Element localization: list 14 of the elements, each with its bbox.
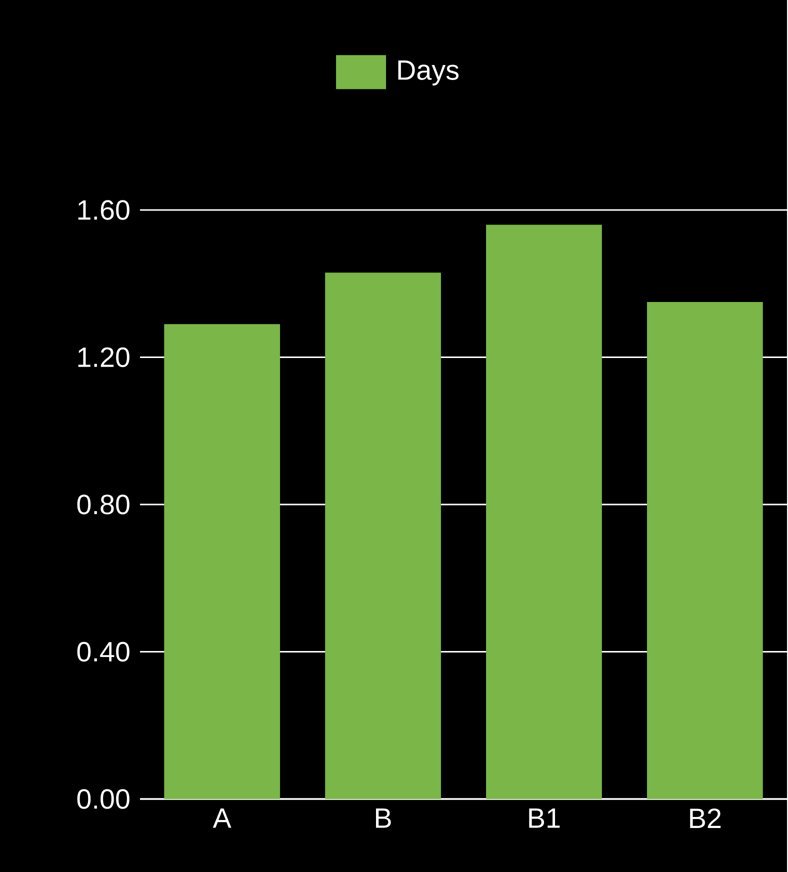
y-tick-label: 0.80: [77, 494, 130, 514]
y-tick-label: 1.20: [78, 347, 130, 368]
y-tick-label: 0.00: [77, 789, 130, 809]
x-tick-label: B: [376, 808, 391, 828]
y-tick-label: 0.40: [77, 642, 130, 662]
bar: [164, 324, 280, 799]
bar: [486, 224, 602, 799]
legend-label: Days: [398, 60, 459, 86]
x-tick-label: A: [212, 808, 232, 828]
y-tick-label: 1.60: [78, 200, 130, 220]
bar: [325, 272, 442, 799]
x-tick-label: B2: [690, 808, 721, 828]
bar: [647, 302, 763, 799]
x-tick-label: B1: [529, 808, 560, 828]
